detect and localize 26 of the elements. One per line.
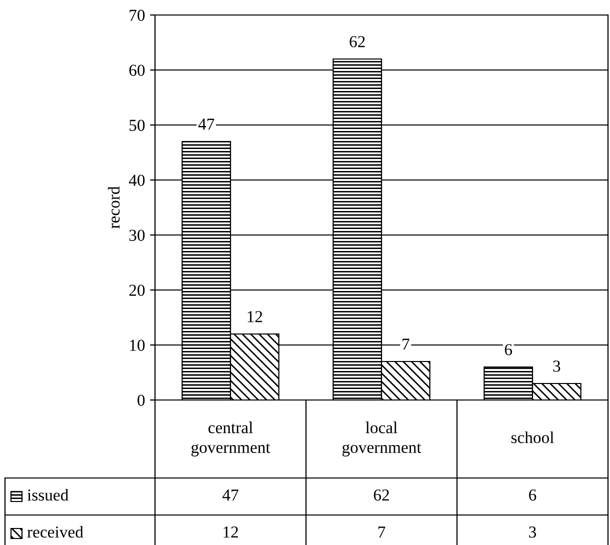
text: 62 [374,489,389,501]
x-tick-label: local government [342,422,422,456]
text: 7 [378,526,386,538]
text: 47 [222,490,238,501]
data-label: 47 [198,118,214,130]
text: 6 [529,489,536,501]
text: 12 [224,526,238,538]
data-label: 6 [504,344,512,356]
y-tick-label: 10 [130,340,145,351]
y-tick-label: 0 [138,394,145,406]
data-label: 62 [350,36,365,48]
y-tick-label: 50 [130,120,145,131]
y-tick-label: 60 [129,64,145,76]
y-tick-label: 40 [128,174,145,186]
legend-label: received [27,526,84,538]
x-tick-label: central government [191,422,270,456]
y-tick-label: 70 [130,10,145,21]
text: 3 [529,526,536,538]
data-label: 7 [402,338,410,350]
data-label: 12 [248,311,262,322]
y-axis-title: record [108,186,120,228]
data-label: 3 [553,360,560,372]
x-tick-label: school [511,431,554,444]
legend-label: issued [27,488,68,501]
y-tick-label: 20 [129,284,145,296]
y-tick-label: 30 [129,230,145,241]
